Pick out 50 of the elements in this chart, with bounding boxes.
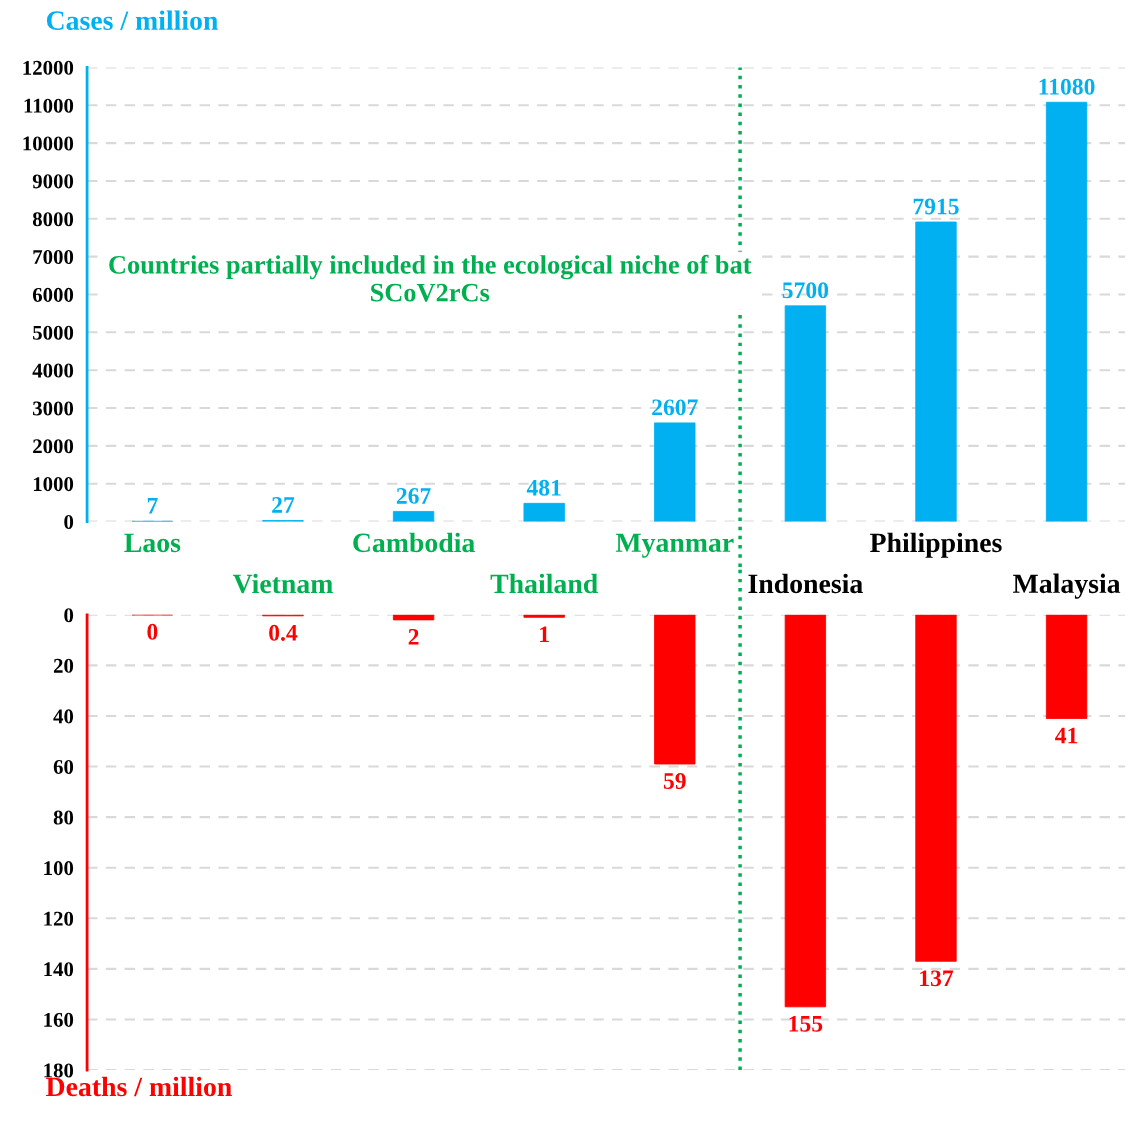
data-label: 41: [1055, 727, 1078, 744]
data-label: 481: [526, 479, 561, 496]
y-tick-label: 20: [53, 658, 74, 673]
x-tick-label: Indonesia: [748, 573, 863, 594]
y-tick-label: 40: [53, 709, 74, 724]
y-tick-label: 180: [44, 1063, 74, 1078]
data-label: 0.4: [269, 624, 298, 641]
data-label: 27: [272, 497, 295, 513]
x-tick-label: Philippines: [870, 532, 1002, 558]
x-tick-label: Cambodia: [353, 532, 475, 553]
data-label: 7: [147, 498, 158, 514]
data-label: 137: [920, 970, 954, 987]
y-axis-title: Cases / million: [46, 10, 218, 31]
data-label: 155: [789, 1015, 823, 1032]
y-tick-label: 12000: [23, 60, 74, 75]
y-tick-label: 4000: [32, 363, 74, 378]
annotation: Countries partially included in the ecological niche of bat SCoV2rCs: [109, 254, 752, 302]
y-tick-label: 160: [44, 1012, 74, 1027]
y-tick-label: 10000: [23, 136, 74, 151]
x-tick-label: Laos: [124, 533, 181, 553]
y-tick-label: 2000: [33, 439, 74, 454]
y-tick-label: 140: [44, 962, 74, 977]
data-label: 7915: [913, 198, 959, 215]
data-label: 2607: [652, 399, 698, 416]
y-tick-label: 100: [44, 861, 74, 876]
x-tick-label: Thailand: [490, 573, 598, 594]
x-tick-label: Myanmar: [615, 533, 734, 558]
x-tick-label: Malaysia: [1013, 573, 1121, 599]
data-label: 2: [408, 628, 419, 645]
data-label: 5700: [782, 282, 829, 299]
y-tick-label: 9000: [32, 174, 74, 189]
y-tick-label: 0: [64, 514, 74, 529]
y-tick-label: 80: [53, 810, 74, 825]
data-label: 0: [147, 623, 158, 640]
y-tick-label: 8000: [32, 212, 74, 227]
y-tick-label: 60: [53, 759, 74, 774]
data-label: 11080: [1039, 78, 1095, 95]
y-tick-label: 6000: [32, 287, 74, 302]
y-tick-label: 3000: [33, 401, 74, 416]
y-tick-label: 11000: [24, 98, 74, 113]
data-label: 267: [396, 487, 431, 504]
y-tick-label: 7000: [33, 250, 74, 265]
data-label: 59: [663, 773, 686, 789]
x-tick-label: Vietnam: [232, 573, 333, 594]
y-axis-title: Deaths / million: [46, 1076, 232, 1097]
y-tick-label: 120: [44, 911, 74, 926]
y-tick-label: 1000: [33, 477, 74, 492]
data-label: 1: [540, 626, 549, 643]
y-tick-label: 5000: [33, 325, 74, 340]
y-tick-label: 0: [64, 608, 74, 623]
